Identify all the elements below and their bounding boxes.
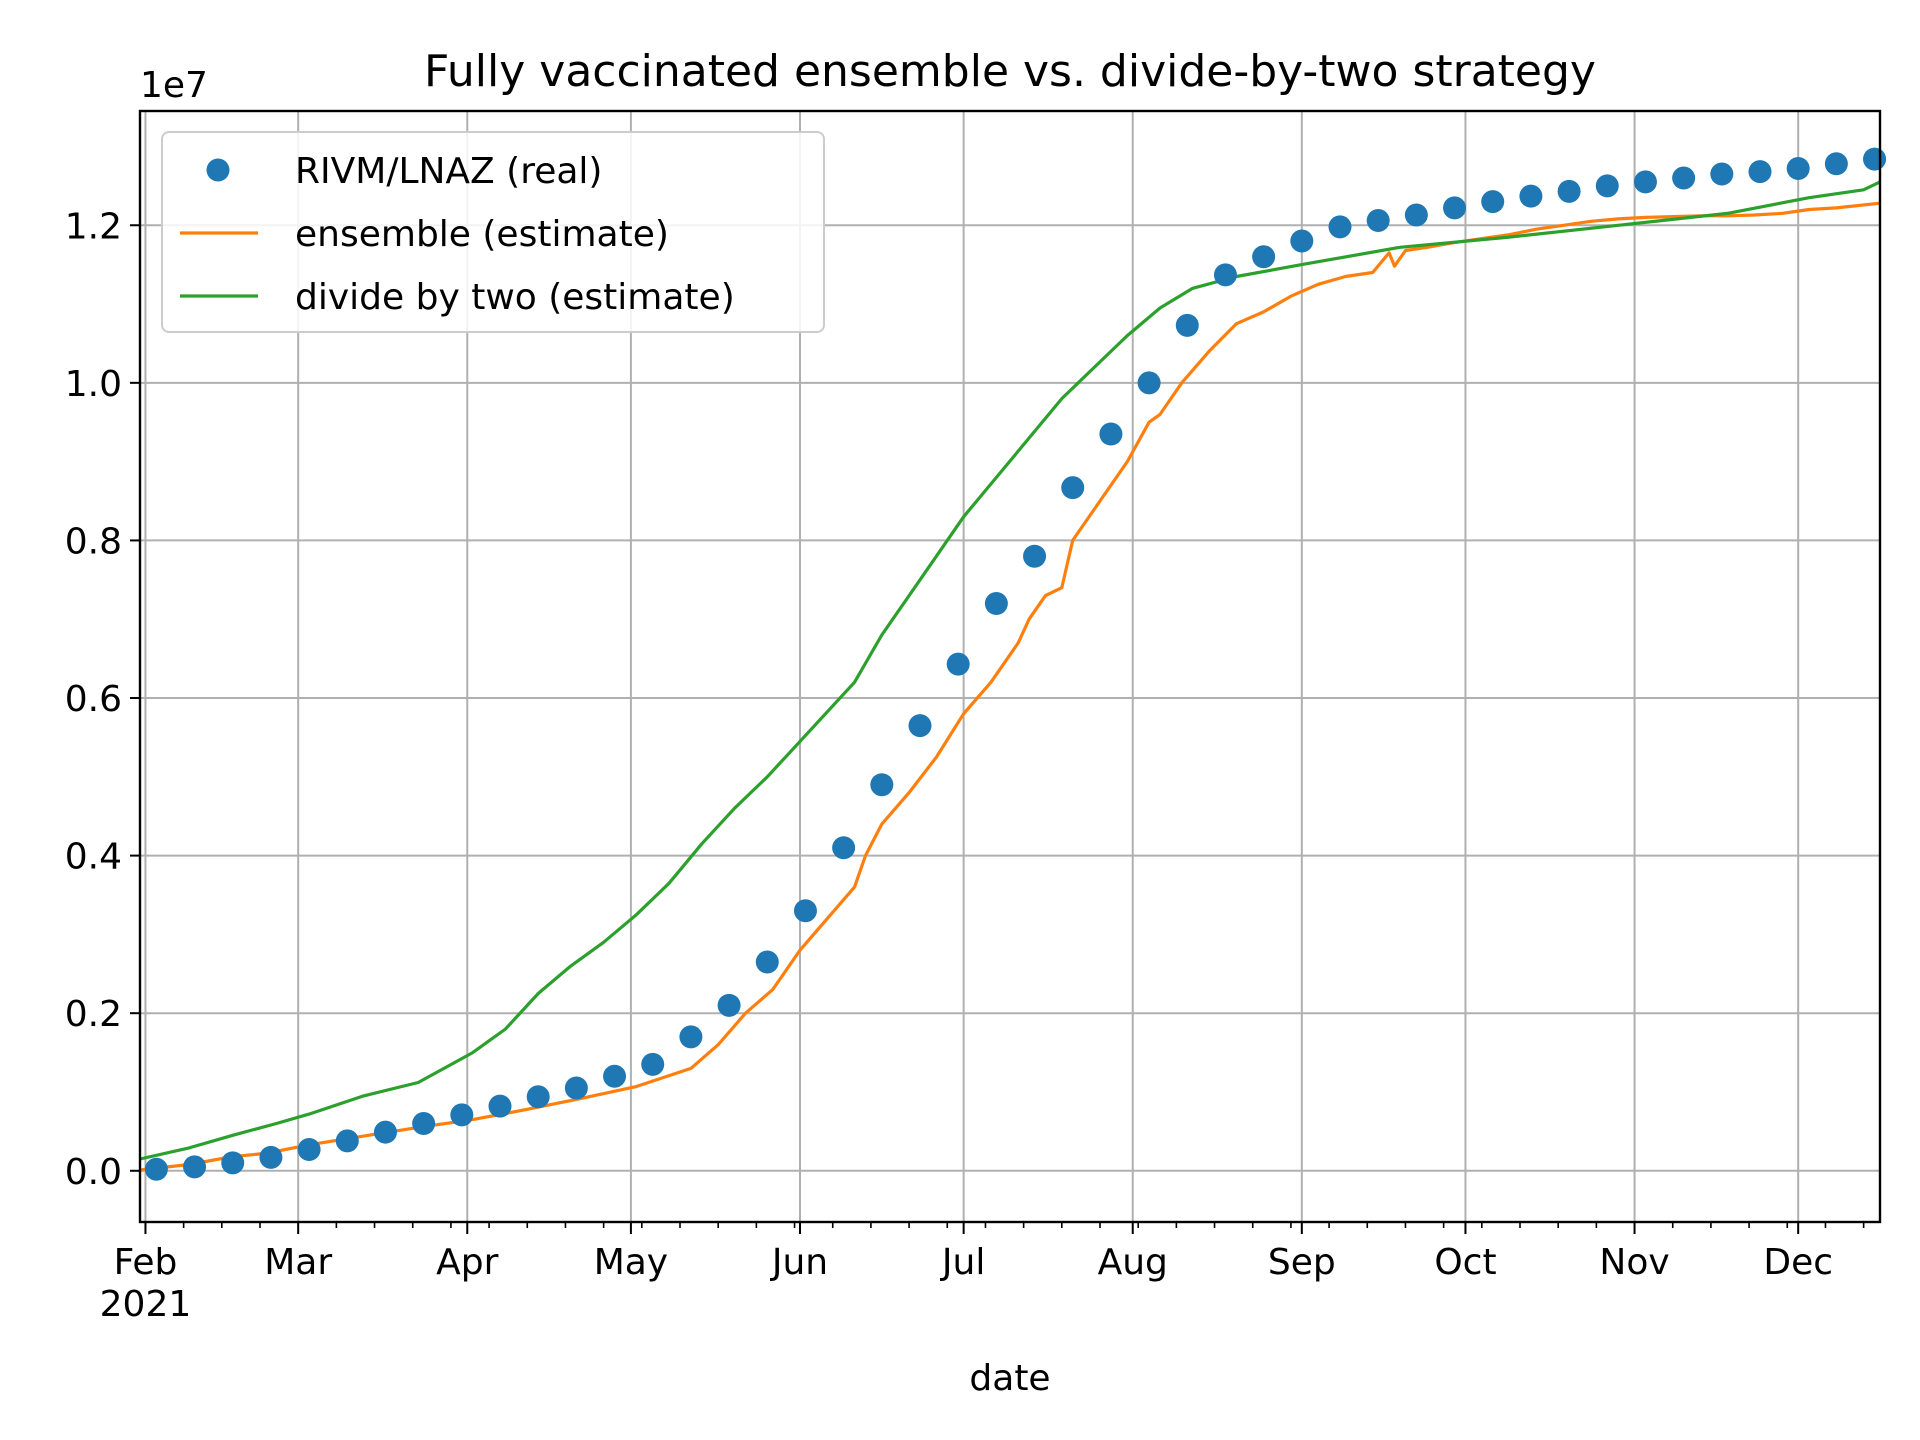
- x-tick-label: Aug: [1098, 1242, 1168, 1283]
- data-point: [1252, 245, 1276, 269]
- data-point: [1824, 152, 1848, 176]
- data-point: [717, 993, 741, 1017]
- data-point: [832, 836, 856, 860]
- data-point: [1061, 476, 1085, 500]
- data-point: [793, 899, 817, 923]
- x-tick-label: Mar: [264, 1242, 332, 1283]
- chart-title: Fully vaccinated ensemble vs. divide-by-…: [424, 46, 1596, 97]
- series-layer: [139, 147, 1887, 1181]
- y-tick-label: 1.2: [65, 206, 122, 247]
- data-point: [564, 1076, 588, 1100]
- data-point: [1863, 147, 1887, 171]
- legend-box: [161, 131, 825, 333]
- series-line-3: [139, 180, 1881, 1161]
- data-point: [1023, 544, 1047, 568]
- legend-marker: [206, 158, 230, 182]
- data-point: [908, 714, 932, 738]
- y-scale-label: 1e7: [140, 65, 208, 106]
- data-point: [1710, 162, 1734, 186]
- data-point: [946, 652, 970, 676]
- data-point: [1557, 179, 1581, 203]
- x-tick-label: Apr: [436, 1242, 498, 1283]
- y-tick-label: 0.4: [65, 837, 122, 878]
- data-point: [1099, 422, 1123, 446]
- legend-label: ensemble (estimate): [295, 214, 669, 255]
- legend: RIVM/LNAZ (real) ensemble (estimate) divid…: [161, 131, 825, 333]
- data-point: [1328, 215, 1352, 239]
- data-point: [1748, 160, 1772, 184]
- x-tick-label: May: [594, 1242, 668, 1283]
- x-tick-label: Nov: [1599, 1242, 1669, 1283]
- data-point: [603, 1064, 627, 1088]
- x-tick-sublabel: 2021: [100, 1284, 192, 1325]
- data-point: [1786, 157, 1810, 181]
- data-point: [373, 1120, 397, 1144]
- data-point: [144, 1157, 168, 1181]
- data-point: [1481, 190, 1505, 214]
- data-point: [1595, 174, 1619, 198]
- x-tick-label: Dec: [1763, 1242, 1833, 1283]
- y-tick-label: 0.6: [65, 679, 122, 720]
- legend-label: RIVM/LNAZ (real): [295, 151, 602, 192]
- data-point: [221, 1151, 245, 1175]
- data-point: [1404, 203, 1428, 227]
- data-point: [450, 1103, 474, 1127]
- x-tick-label: Oct: [1434, 1242, 1496, 1283]
- x-tick-label: Feb: [114, 1242, 178, 1283]
- data-point: [1137, 371, 1161, 395]
- data-point: [259, 1145, 283, 1169]
- data-point: [1633, 170, 1657, 194]
- series-line-2: [139, 201, 1881, 1172]
- plot-frame: [138, 109, 1882, 1224]
- data-point: [1443, 196, 1467, 220]
- data-point: [1175, 313, 1199, 337]
- data-point: [412, 1112, 436, 1136]
- data-point: [755, 950, 779, 974]
- x-axis-label: date: [969, 1358, 1050, 1399]
- data-point: [183, 1155, 207, 1179]
- legend-label: divide by two (estimate): [295, 277, 735, 318]
- data-point: [984, 591, 1008, 615]
- data-point: [1213, 263, 1237, 287]
- data-point: [526, 1085, 550, 1109]
- data-point: [1290, 229, 1314, 253]
- x-tick-label: Sep: [1268, 1242, 1336, 1283]
- data-point: [641, 1052, 665, 1076]
- x-tick-label: Jul: [940, 1242, 985, 1283]
- x-tick-label: Jun: [770, 1242, 828, 1283]
- data-point: [335, 1129, 359, 1153]
- y-tick-label: 0.0: [65, 1152, 122, 1193]
- data-point: [1519, 184, 1543, 208]
- y-tick-label: 0.2: [65, 994, 122, 1035]
- data-point: [679, 1025, 703, 1049]
- data-point: [870, 773, 894, 797]
- data-point: [1672, 166, 1696, 190]
- y-tick-label: 1.0: [65, 364, 122, 405]
- data-point: [488, 1094, 512, 1118]
- data-point: [1366, 209, 1390, 233]
- data-point: [297, 1138, 321, 1162]
- y-tick-label: 0.8: [65, 521, 122, 562]
